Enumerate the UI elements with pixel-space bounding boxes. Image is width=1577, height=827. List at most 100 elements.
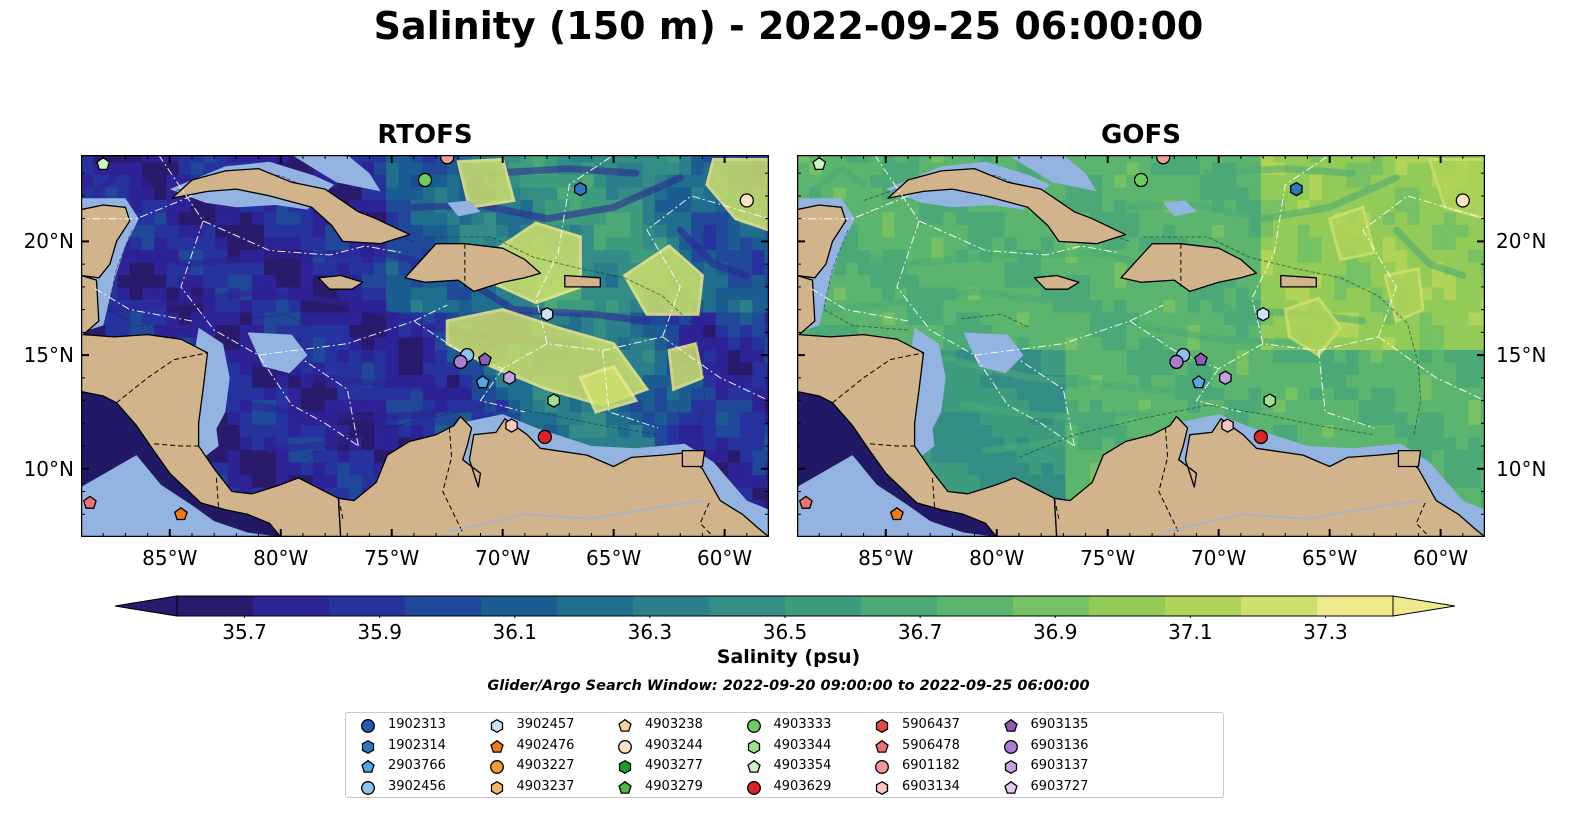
- legend-label: 4903227: [516, 758, 575, 773]
- map-panel-gofs: [797, 155, 1485, 537]
- legend-marker-pentagon-icon: [361, 759, 375, 773]
- lon-tick-label: 65°W: [586, 546, 642, 570]
- legend-label: 4903344: [773, 737, 832, 753]
- lon-tick-label: 80°W: [969, 546, 1025, 570]
- legend-label: 1902314: [388, 737, 446, 753]
- legend-label: 3902457: [516, 717, 575, 732]
- lat-tick-label: 20°N: [23, 229, 74, 254]
- colorbar-tick-label: 35.7: [222, 620, 267, 644]
- float-marker-6903134: [1221, 418, 1234, 433]
- colorbar-segment: [329, 596, 406, 616]
- lon-tick-label: 75°W: [364, 546, 420, 570]
- lat-tick-label: 15°N: [23, 343, 74, 368]
- float-marker-4903333: [417, 172, 433, 188]
- legend-label: 6903137: [1030, 758, 1089, 773]
- lat-tick-label: 10°N: [23, 456, 74, 481]
- colorbar-segment: [1013, 596, 1090, 616]
- lon-tick-label: 85°W: [858, 546, 914, 570]
- colorbar-segment: [1241, 596, 1318, 616]
- legend-label: 5906478: [902, 737, 960, 753]
- colorbar-tick-label: 37.1: [1168, 620, 1213, 644]
- legend-label: 4903244: [645, 737, 703, 753]
- legend-marker-circle-icon: [361, 719, 375, 733]
- legend-marker-hexagon-icon: [875, 780, 889, 795]
- colorbar-segment: [785, 596, 862, 616]
- legend-label: 6903727: [1030, 778, 1089, 794]
- lon-tick-label: 75°W: [1080, 546, 1136, 570]
- legend-label: 5906437: [902, 717, 960, 732]
- float-marker-5906478: [798, 495, 813, 509]
- legend-marker-circle-icon: [875, 760, 889, 774]
- legend-label: 4903333: [773, 717, 832, 732]
- legend-label: 1902313: [388, 717, 446, 732]
- legend-marker-circle-icon: [489, 760, 504, 774]
- float-marker-6903135: [477, 352, 492, 366]
- figure-title: Salinity (150 m) - 2022-09-25 06:00:00: [373, 4, 1204, 48]
- colorbar-segment: [861, 596, 938, 616]
- search-window-caption: Glider/Argo Search Window: 2022-09-20 09…: [487, 678, 1090, 694]
- legend-label: 4903277: [645, 758, 703, 773]
- legend-marker-circle-icon: [746, 780, 761, 795]
- legend-label: 6903134: [902, 778, 960, 794]
- float-marker-1902314: [574, 181, 587, 197]
- legend-marker-hexagon-icon: [618, 759, 632, 775]
- legend-marker-pentagon-icon: [1003, 780, 1018, 794]
- float-marker-6903137: [503, 370, 516, 386]
- float-marker-2903766: [475, 375, 490, 389]
- legend-label: 4903237: [516, 778, 575, 794]
- float-marker-3902457: [1256, 306, 1270, 322]
- legend-marker-pentagon-icon: [1003, 718, 1018, 732]
- lon-tick-label: 85°W: [142, 546, 198, 570]
- legend-label: 4903279: [645, 778, 703, 794]
- colorbar-tick-label: 36.5: [762, 620, 808, 644]
- legend-marker-hexagon-icon: [490, 718, 503, 734]
- legend-label: 3902456: [388, 778, 446, 794]
- colorbar-tick-label: 36.1: [492, 620, 538, 644]
- lat-tick-label: 10°N: [1496, 456, 1547, 481]
- float-marker-4903244: [1455, 193, 1470, 208]
- lon-tick-label: 60°W: [696, 546, 753, 570]
- float-marker-6903136: [453, 354, 468, 370]
- legend: 1902313 1902314 2903766 3902456 3902457 49024…: [345, 712, 1224, 798]
- legend-marker-hexagon-icon: [490, 780, 503, 795]
- legend-label: 4902476: [516, 737, 575, 753]
- float-marker-6903136: [1169, 354, 1184, 370]
- legend-marker-pentagon-icon: [618, 780, 632, 794]
- legend-marker-pentagon-icon: [875, 739, 889, 753]
- legend-marker-circle-icon: [1003, 739, 1018, 754]
- legend-marker-hexagon-icon: [361, 739, 375, 754]
- colorbar-segment: [633, 596, 710, 616]
- float-marker-4903354: [812, 156, 827, 171]
- float-marker-6901182: [440, 155, 455, 165]
- colorbar-segment: [1317, 596, 1394, 616]
- colorbar-segment: [481, 596, 558, 616]
- map-panel-rtofs: [81, 155, 769, 537]
- colorbar-segment: [253, 596, 330, 616]
- colorbar-segment: [1089, 596, 1166, 616]
- colorbar-extend-high: [1392, 595, 1455, 617]
- legend-label: 4903629: [773, 778, 832, 794]
- colorbar-segment: [177, 596, 254, 616]
- legend-marker-hexagon-icon: [1004, 759, 1017, 775]
- legend-marker-pentagon-icon: [746, 759, 761, 773]
- float-marker-5906478: [82, 495, 97, 509]
- lat-tick-label: 15°N: [1496, 343, 1547, 368]
- float-marker-4902476: [173, 506, 188, 521]
- colorbar: [115, 595, 1455, 618]
- colorbar-tick-label: 35.9: [357, 620, 402, 644]
- panel-title-rtofs: RTOFS: [377, 120, 473, 150]
- legend-marker-pentagon-icon: [618, 718, 632, 732]
- legend-marker-circle-icon: [618, 739, 632, 754]
- legend-marker-circle-icon: [746, 719, 761, 733]
- lon-tick-label: 70°W: [1191, 546, 1247, 570]
- colorbar-segment: [557, 596, 634, 616]
- float-marker-3902457: [540, 306, 554, 322]
- float-marker-4902476: [889, 506, 904, 521]
- colorbar-segment: [405, 596, 482, 616]
- lon-tick-label: 70°W: [475, 546, 531, 570]
- float-marker-6903137: [1219, 370, 1232, 386]
- colorbar-tick-label: 36.9: [1032, 620, 1078, 644]
- colorbar-segment: [937, 596, 1014, 616]
- colorbar-tick-label: 36.7: [897, 620, 943, 644]
- panel-title-gofs: GOFS: [1101, 120, 1181, 150]
